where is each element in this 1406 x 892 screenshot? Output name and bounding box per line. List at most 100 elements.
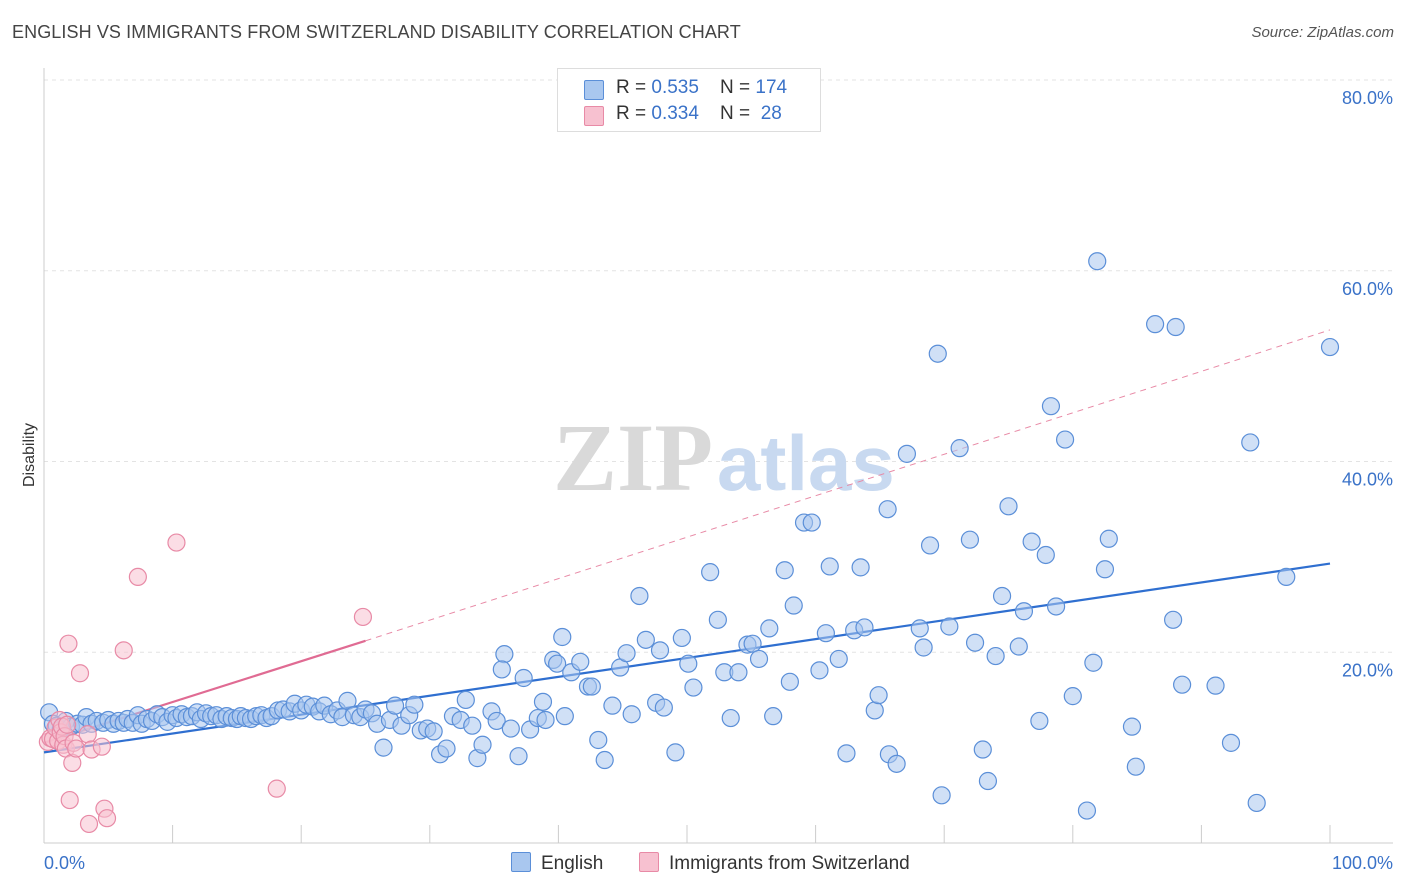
legend-r-label: R = — [616, 103, 652, 124]
english-point — [473, 735, 492, 754]
english-point — [910, 619, 929, 638]
english-point — [829, 649, 848, 669]
english-point — [679, 654, 698, 673]
legend-r-value: 0.334 — [651, 103, 699, 124]
english-point — [684, 678, 703, 697]
swiss-point — [67, 739, 86, 758]
english-point — [816, 624, 835, 643]
english-point — [463, 716, 482, 735]
watermark: ZIP atlas — [553, 404, 895, 511]
english-point — [1009, 637, 1028, 656]
english-point — [666, 743, 685, 762]
english-point — [487, 711, 506, 731]
english-point — [986, 646, 1005, 666]
bottom-legend-english: English — [511, 852, 603, 875]
swiss-point — [78, 725, 97, 744]
chart-title: ENGLISH VS IMMIGRANTS FROM SWITZERLAND D… — [12, 22, 741, 42]
legend-swatch-swiss — [584, 106, 604, 126]
english-point — [533, 692, 553, 711]
english-point — [1030, 711, 1049, 731]
english-point — [1084, 653, 1103, 672]
english-point — [887, 754, 906, 773]
english-point — [1063, 687, 1082, 706]
x-tick-label: 100.0% — [1332, 853, 1393, 873]
english-point — [603, 696, 622, 715]
english-point — [495, 645, 514, 664]
english-point — [636, 630, 655, 649]
english-point — [555, 707, 574, 726]
english-point — [950, 439, 969, 458]
english-point — [1320, 337, 1340, 357]
english-point — [405, 695, 424, 714]
english-point — [622, 705, 641, 724]
source-label: Source: ZipAtlas.com — [1251, 24, 1394, 41]
english-point — [650, 641, 670, 660]
english-point — [1046, 597, 1066, 616]
legend-n-value: 174 — [755, 77, 788, 98]
english-point — [672, 628, 691, 648]
english-point — [514, 668, 533, 688]
y-tick-label: 80.0% — [1342, 88, 1393, 108]
english-point — [851, 558, 870, 577]
english-point — [1173, 675, 1192, 694]
english-point — [374, 738, 393, 757]
swiss-point — [167, 533, 186, 552]
english-point — [729, 663, 748, 682]
english-point — [992, 586, 1012, 606]
legend-r-label: R = — [616, 77, 652, 98]
english-point — [878, 500, 897, 519]
data-points — [38, 252, 1340, 834]
english-point — [1206, 676, 1225, 695]
english-point — [708, 610, 727, 629]
english-point — [501, 719, 520, 738]
english-point — [940, 617, 959, 636]
english-point — [582, 677, 601, 696]
english-point — [837, 744, 856, 763]
english-point — [595, 750, 614, 770]
english-point — [928, 344, 947, 363]
legend-swatch-english — [584, 80, 604, 100]
english-point — [914, 638, 933, 657]
english-point — [1077, 801, 1097, 820]
english-point — [932, 786, 951, 805]
swiss-point — [79, 814, 99, 834]
english-point — [456, 690, 475, 710]
english-point — [721, 708, 740, 728]
english-point — [978, 771, 998, 791]
english-point — [1277, 567, 1296, 587]
english-point — [385, 696, 405, 715]
bottom-swatch-swiss — [639, 852, 659, 872]
english-point — [553, 627, 572, 647]
watermark-atlas: atlas — [717, 419, 895, 507]
english-point — [1055, 430, 1075, 449]
english-point — [999, 497, 1018, 516]
y-tick-label: 60.0% — [1342, 279, 1393, 299]
swiss-point — [59, 634, 78, 653]
grid-lines — [44, 79, 1393, 653]
english-point — [802, 513, 821, 532]
swiss-point — [97, 809, 117, 828]
english-point — [1164, 610, 1183, 629]
english-point — [1126, 757, 1145, 776]
y-axis-label: Disability — [21, 423, 38, 487]
english-point — [424, 722, 443, 741]
english-point — [855, 618, 874, 637]
legend-n-label: N = — [720, 103, 756, 124]
english-point — [1099, 529, 1118, 548]
bottom-legend-swiss-label: Immigrants from Switzerland — [669, 853, 910, 874]
english-point — [654, 698, 673, 717]
swiss-point — [70, 664, 90, 683]
english-point — [1221, 733, 1241, 752]
english-point — [1146, 315, 1165, 334]
bottom-legend-swiss: Immigrants from Switzerland — [639, 852, 910, 875]
x-tick-label: 0.0% — [44, 853, 85, 873]
swiss-point — [353, 607, 373, 627]
english-point — [1022, 532, 1041, 551]
english-point — [869, 686, 888, 705]
english-point — [617, 644, 636, 663]
english-point — [810, 661, 829, 680]
english-point — [1041, 397, 1061, 416]
legend-n-value: 28 — [755, 103, 782, 124]
legend: R = 0.535 N = 174 R = 0.334 N = 28 — [557, 68, 821, 132]
